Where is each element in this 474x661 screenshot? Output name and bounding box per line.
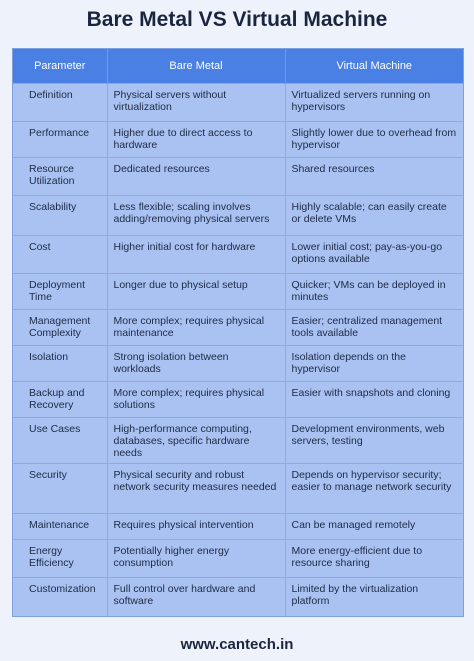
param-cell: Use Cases [13,417,108,464]
bare-metal-cell: More complex; requires physical solution… [107,381,286,418]
param-cell: Definition [13,83,108,122]
virtual-machine-cell: Virtualized servers running on hyperviso… [285,83,463,122]
bare-metal-cell: Full control over hardware and software [107,577,286,616]
table-row: Isolation Strong isolation between worklo… [13,345,463,382]
footer-url: www.cantech.in [180,636,294,653]
param-cell: Scalability [13,195,108,236]
param-cell: Maintenance [13,513,108,540]
comparison-table: Parameter Bare Metal Virtual Machine Def… [12,48,464,617]
table-row: Definition Physical servers without virtu… [13,83,463,122]
table-row: Performance Higher due to direct access t… [13,121,463,158]
virtual-machine-cell: Depends on hypervisor security; easier t… [285,463,463,514]
bare-metal-cell: Physical servers without virtualization [107,83,286,122]
bare-metal-cell: Less flexible; scaling involves adding/r… [107,195,286,236]
bare-metal-cell: Strong isolation between workloads [107,345,286,382]
virtual-machine-cell: More energy-efficient due to resource sh… [285,539,463,578]
virtual-machine-cell: Highly scalable; can easily create or de… [285,195,463,236]
virtual-machine-cell: Can be managed remotely [285,513,463,540]
bare-metal-cell: Dedicated resources [107,157,286,196]
bare-metal-cell: Requires physical intervention [107,513,286,540]
param-cell: Customization [13,577,108,616]
bare-metal-cell: Physical security and robust network sec… [107,463,286,514]
param-cell: Performance [13,121,108,158]
virtual-machine-cell: Easier; centralized management tools ava… [285,309,463,346]
bare-metal-cell: More complex; requires physical maintena… [107,309,286,346]
param-cell: Isolation [13,345,108,382]
virtual-machine-cell: Shared resources [285,157,463,196]
header-virtual-machine: Virtual Machine [285,49,463,84]
bare-metal-cell: Higher initial cost for hardware [107,235,286,274]
table-row: Cost Higher initial cost for hardware Lowe… [13,235,463,274]
virtual-machine-cell: Isolation depends on the hypervisor [285,345,463,382]
virtual-machine-cell: Slightly lower due to overhead from hype… [285,121,463,158]
virtual-machine-cell: Lower initial cost; pay-as-you-go option… [285,235,463,274]
param-cell: Management Complexity [13,309,108,346]
table-row: Deployment Time Longer due to physical se… [13,273,463,310]
table-row: Backup and Recovery More complex; require… [13,381,463,418]
bare-metal-cell: High-performance computing, databases, s… [107,417,286,464]
param-cell: Resource Utilization [13,157,108,196]
virtual-machine-cell: Development environments, web servers, t… [285,417,463,464]
table-header-row: Parameter Bare Metal Virtual Machine [13,49,463,84]
param-cell: Backup and Recovery [13,381,108,418]
bare-metal-cell: Longer due to physical setup [107,273,286,310]
bare-metal-cell: Higher due to direct access to hardware [107,121,286,158]
param-cell: Energy Efficiency [13,539,108,578]
table-row: Use Cases High-performance computing, dat… [13,417,463,464]
header-bare-metal: Bare Metal [107,49,286,84]
param-cell: Cost [13,235,108,274]
table-row: Energy Efficiency Potentially higher ener… [13,539,463,578]
table-row: Management Complexity More complex; requi… [13,309,463,346]
table-row: Customization Full control over hardware … [13,577,463,616]
bare-metal-cell: Potentially higher energy consumption [107,539,286,578]
page-title: Bare Metal VS Virtual Machine [86,8,388,31]
virtual-machine-cell: Limited by the virtualization platform [285,577,463,616]
virtual-machine-cell: Quicker; VMs can be deployed in minutes [285,273,463,310]
virtual-machine-cell: Easier with snapshots and cloning [285,381,463,418]
table-row: Scalability Less flexible; scaling involv… [13,195,463,236]
table-row: Security Physical security and robust net… [13,463,463,514]
param-cell: Deployment Time [13,273,108,310]
table-row: Resource Utilization Dedicated resources S… [13,157,463,196]
table-row: Maintenance Requires physical interventio… [13,513,463,540]
param-cell: Security [13,463,108,514]
header-parameter: Parameter [13,49,108,84]
